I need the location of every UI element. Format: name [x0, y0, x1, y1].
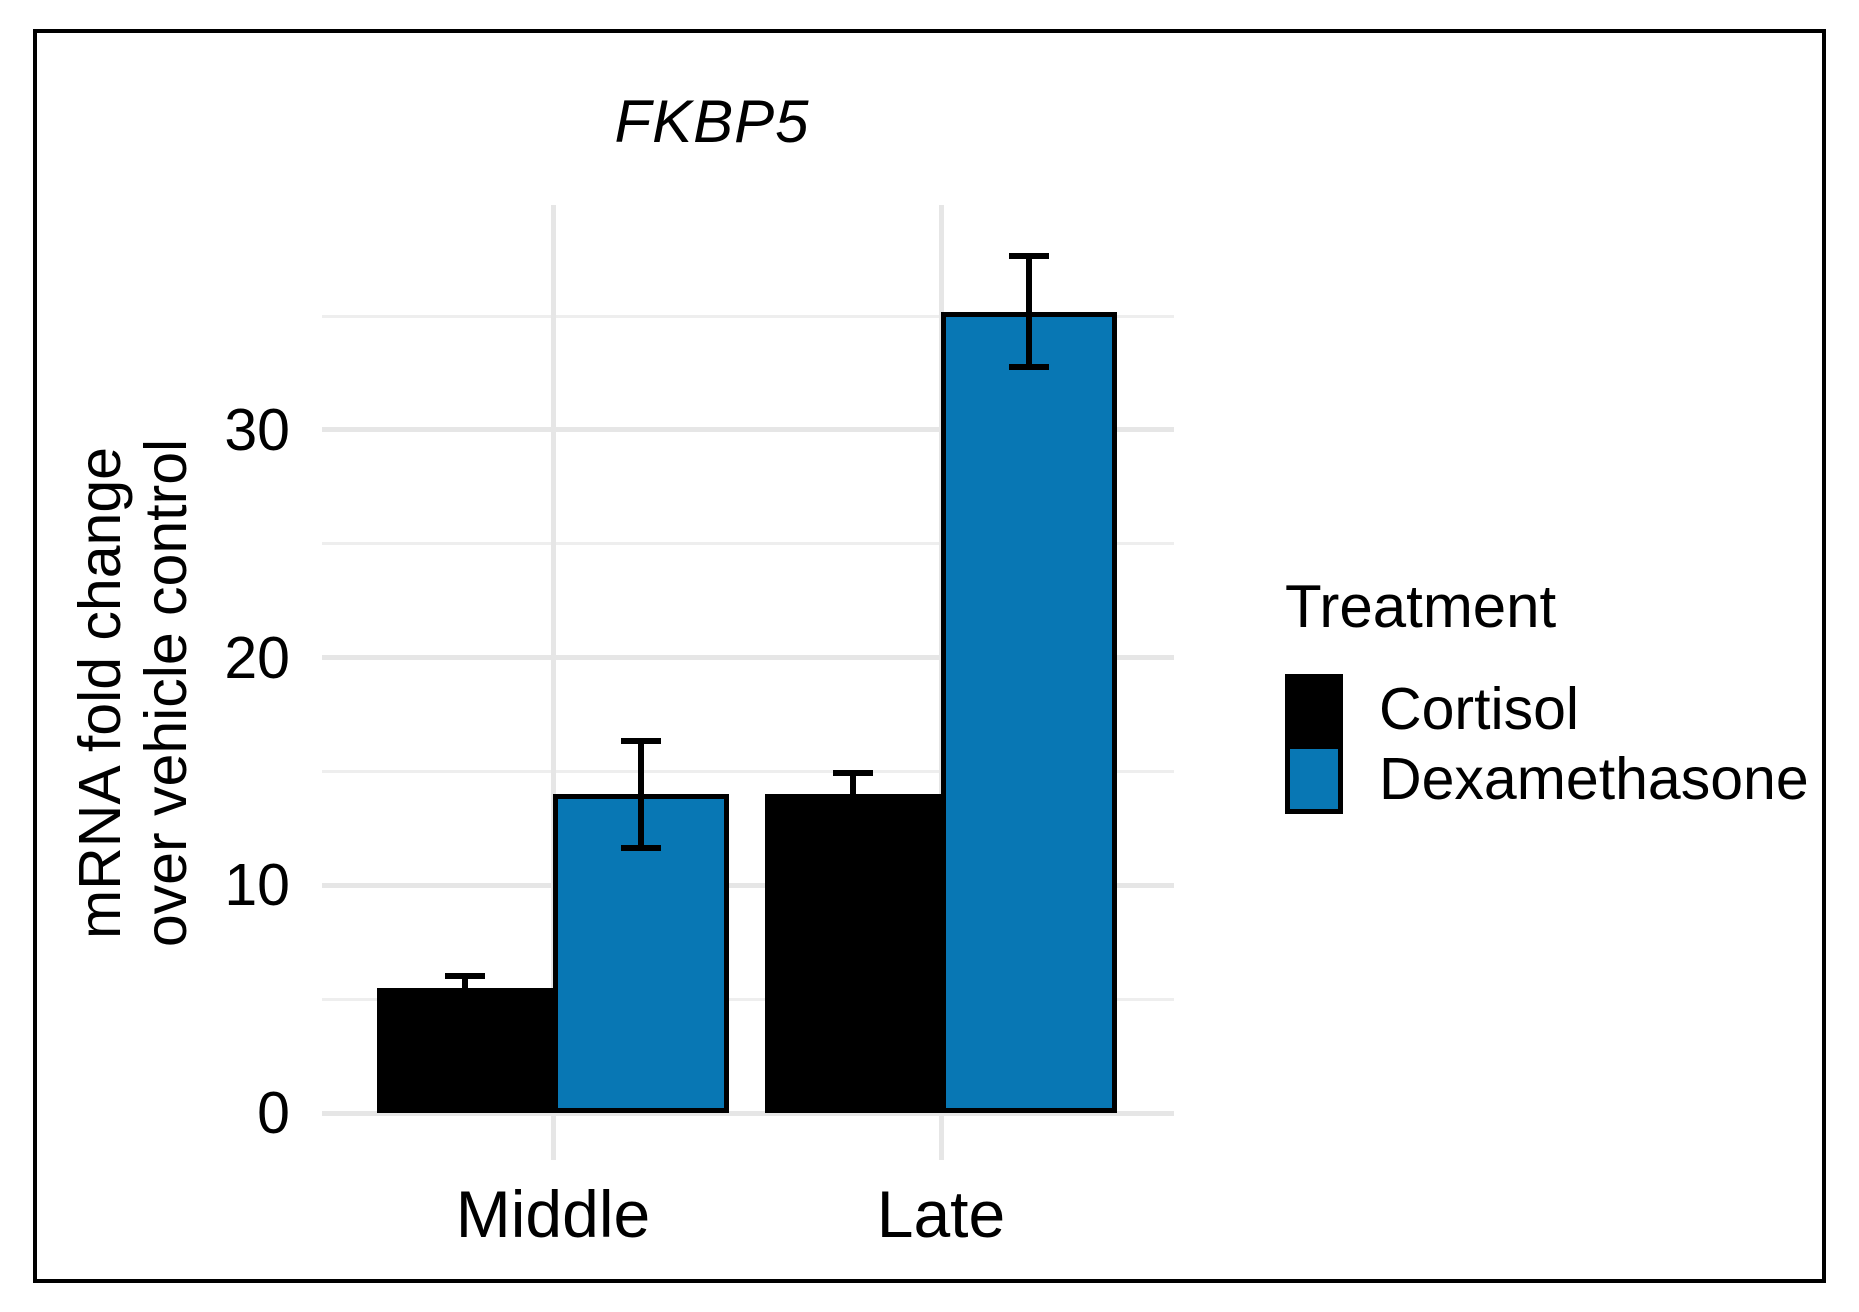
major-gridline — [322, 427, 1174, 433]
y-tick-label: 20 — [224, 624, 290, 691]
legend-swatch-dexamethasone — [1285, 744, 1343, 814]
x-tick-label: Late — [876, 1177, 1006, 1251]
major-gridline — [322, 655, 1174, 661]
error-bar-cap-bottom — [1009, 364, 1049, 371]
error-bar-cap-bottom — [445, 996, 485, 1003]
legend-swatch-cortisol — [1285, 674, 1343, 744]
minor-gridline — [322, 997, 1174, 1001]
legend: Treatment Cortisol Dexamethasone — [1285, 572, 1809, 814]
error-bar-line — [462, 976, 468, 1000]
chart-title: FKBP5 — [614, 88, 810, 155]
error-bar-cap-top — [621, 737, 661, 744]
figure-border — [33, 29, 1826, 1283]
legend-item: Dexamethasone — [1285, 744, 1809, 814]
y-tick-label: 30 — [224, 396, 290, 463]
bar-late-cortisol — [765, 794, 941, 1113]
error-bar-cap-bottom — [621, 844, 661, 851]
legend-items: Cortisol Dexamethasone — [1285, 674, 1809, 814]
legend-item: Cortisol — [1285, 674, 1809, 744]
error-bar-cap-top — [1009, 252, 1049, 259]
error-bar-line — [638, 740, 644, 848]
major-gridline — [322, 882, 1174, 888]
x-tick-label: Middle — [455, 1177, 651, 1251]
bar-middle-cortisol — [377, 987, 553, 1113]
major-gridline — [322, 1110, 1174, 1116]
error-bar-line — [850, 772, 856, 816]
legend-label: Cortisol — [1379, 676, 1579, 742]
minor-gridline — [322, 314, 1174, 318]
legend-title: Treatment — [1285, 573, 1557, 640]
error-bar-cap-top — [833, 769, 873, 776]
error-bar-cap-bottom — [833, 812, 873, 819]
y-tick-label: 10 — [224, 852, 290, 919]
minor-gridline — [322, 769, 1174, 773]
legend-label: Dexamethasone — [1379, 746, 1809, 812]
y-tick-label: 0 — [257, 1080, 290, 1146]
vertical-gridline — [550, 205, 556, 1160]
minor-gridline — [322, 542, 1174, 546]
bar-late-dexamethasone — [941, 311, 1117, 1113]
error-bar-line — [1026, 255, 1032, 368]
error-bar-cap-top — [445, 973, 485, 980]
